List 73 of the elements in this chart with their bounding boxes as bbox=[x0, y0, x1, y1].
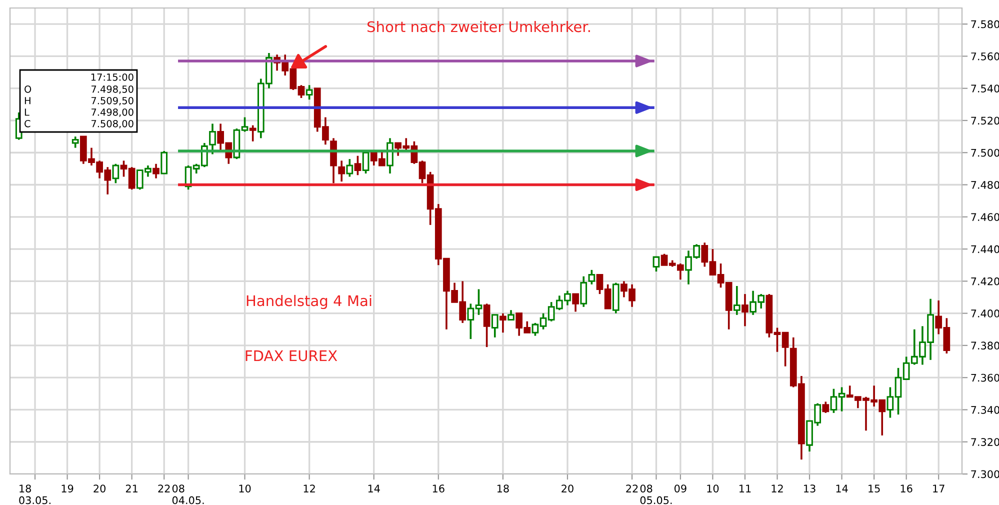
y-tick-label: 7.460 bbox=[971, 213, 999, 221]
x-tick-label: 16 bbox=[432, 484, 444, 492]
annotation: 7.498,00 bbox=[92, 108, 134, 117]
candlestick bbox=[346, 158, 354, 178]
y-tick-label: 7.560 bbox=[971, 52, 999, 60]
candlestick bbox=[338, 160, 346, 182]
annotation: Handelstag 4 Mai bbox=[246, 294, 372, 310]
candlestick bbox=[742, 293, 748, 328]
candlestick bbox=[152, 162, 160, 180]
x-tick-label: 18 03.05. bbox=[19, 484, 50, 504]
x-tick-label: 12 bbox=[772, 484, 783, 492]
candlestick bbox=[572, 293, 579, 313]
candlestick bbox=[491, 314, 498, 338]
x-tick-label: 11 bbox=[739, 484, 751, 492]
annotation: H bbox=[24, 97, 30, 104]
annotation: L bbox=[24, 108, 30, 116]
candlestick bbox=[354, 154, 362, 176]
y-tick-label: 7.300 bbox=[971, 470, 999, 478]
candlestick bbox=[160, 150, 168, 174]
y-tick-label: 7.480 bbox=[971, 180, 999, 189]
annotation: FDAX EUREX bbox=[246, 350, 338, 362]
y-tick-label: 7.580 bbox=[971, 20, 999, 28]
x-tick-label: 19 bbox=[62, 484, 74, 492]
x-tick-label: 22 bbox=[626, 484, 638, 492]
y-tick-label: 7.540 bbox=[971, 84, 999, 92]
y-tick-label: 7.520 bbox=[971, 116, 999, 125]
candlestick bbox=[733, 285, 740, 316]
x-tick-label: 21 bbox=[126, 484, 138, 492]
y-tick-label: 7.320 bbox=[971, 438, 999, 446]
x-tick-label: 20 bbox=[562, 484, 574, 492]
candlestick bbox=[362, 152, 370, 174]
x-tick-label: 08 04.05. bbox=[172, 484, 204, 504]
annotation: 7.509,50 bbox=[92, 96, 134, 106]
y-tick-label: 7.360 bbox=[971, 374, 999, 382]
y-tick-label: 7.400 bbox=[971, 310, 999, 318]
candlestick bbox=[580, 275, 588, 308]
y-tick-label: 7.440 bbox=[971, 245, 999, 254]
candlestick bbox=[822, 400, 830, 414]
y-tick-label: 7.500 bbox=[971, 148, 999, 157]
x-tick-label: 22 bbox=[158, 484, 170, 492]
x-tick-label: 18 bbox=[497, 484, 509, 492]
x-tick-label: 15 bbox=[868, 484, 880, 492]
annotation: Short nach zweiter Umkehrker. bbox=[367, 20, 590, 32]
x-tick-label: 08 05.05. bbox=[640, 484, 672, 504]
y-tick-label: 7.380 bbox=[971, 342, 999, 350]
annotation: C bbox=[24, 120, 30, 128]
candlestick bbox=[483, 302, 490, 348]
candlestick bbox=[209, 122, 216, 156]
x-tick-label: 17 bbox=[933, 484, 944, 492]
candlestick bbox=[72, 136, 79, 149]
x-tick-label: 14 bbox=[368, 484, 380, 492]
annotation: 17:15:00 bbox=[91, 73, 134, 81]
x-tick-label: 16 bbox=[900, 484, 912, 492]
annotation: 7.508,00 bbox=[92, 120, 134, 128]
candlestick bbox=[588, 269, 596, 286]
candlestick bbox=[306, 84, 313, 100]
x-tick-label: 14 bbox=[836, 484, 848, 492]
candlestick bbox=[249, 124, 256, 142]
candlestick bbox=[386, 137, 394, 174]
candlestick bbox=[508, 309, 514, 321]
annotation: 7.498,50 bbox=[92, 85, 134, 94]
x-tick-label: 10 bbox=[239, 484, 251, 492]
y-tick-label: 7.420 bbox=[971, 277, 999, 286]
x-tick-label: 09 bbox=[674, 484, 686, 492]
candlestick bbox=[652, 256, 660, 272]
x-tick-label: 10 bbox=[707, 484, 719, 492]
candlestick bbox=[500, 312, 506, 334]
x-tick-label: 13 bbox=[804, 484, 816, 492]
x-tick-label: 20 bbox=[94, 484, 106, 492]
y-tick-label: 7.340 bbox=[971, 406, 999, 414]
candlestick bbox=[112, 162, 120, 184]
annotation: O bbox=[24, 85, 32, 93]
x-tick-label: 12 bbox=[304, 484, 315, 492]
